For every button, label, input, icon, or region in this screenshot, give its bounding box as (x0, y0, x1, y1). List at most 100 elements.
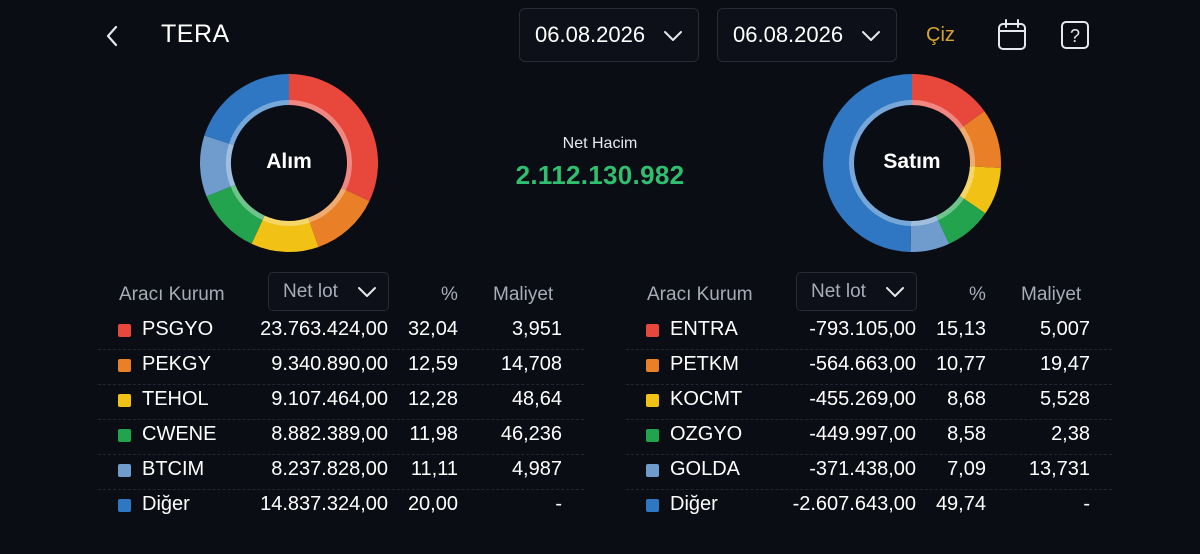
percent: 10,77 (935, 353, 986, 375)
legend-swatch (118, 499, 131, 512)
net-lot: 9.340.890,00 (271, 353, 388, 375)
sell-table-row[interactable]: ENTRA -793.105,00 15,13 5,007 (626, 314, 1112, 350)
percent: 20,00 (407, 493, 458, 515)
donut-slice-diğer (822, 74, 912, 252)
chevron-left-icon (106, 25, 118, 47)
percent: 7,09 (947, 458, 986, 480)
sell-netlot-select[interactable]: Net lot (796, 272, 917, 311)
sell-table-row[interactable]: PETKM -564.663,00 10,77 19,47 (626, 349, 1112, 385)
back-button[interactable] (100, 22, 124, 50)
cost: 14,708 (500, 353, 562, 375)
buy-netlot-label: Net lot (283, 280, 338, 302)
buy-table-row[interactable]: CWENE 8.882.389,00 11,98 46,236 (98, 419, 584, 455)
net-lot: -2.607.643,00 (792, 493, 916, 515)
legend-swatch (646, 394, 659, 407)
buy-table-row[interactable]: PEKGY 9.340.890,00 12,59 14,708 (98, 349, 584, 385)
sell-table-row[interactable]: Diğer -2.607.643,00 49,74 - (626, 489, 1112, 524)
buy-table-row[interactable]: Diğer 14.837.324,00 20,00 - (98, 489, 584, 524)
broker-name: PETKM (670, 353, 739, 375)
donut-slice-pekgy (308, 187, 370, 247)
net-lot: 8.237.828,00 (271, 458, 388, 480)
percent: 12,28 (407, 388, 458, 410)
buy-netlot-select[interactable]: Net lot (268, 272, 389, 311)
broker-name: PEKGY (142, 353, 211, 375)
chevron-down-icon (664, 31, 682, 41)
percent: 8,58 (947, 423, 986, 445)
donut-hole (232, 106, 346, 220)
date-from-value: 06.08.2026 (535, 22, 646, 47)
legend-swatch (118, 324, 131, 337)
calendar-icon (998, 19, 1026, 50)
net-lot: -455.269,00 (809, 388, 916, 410)
legend-swatch (118, 464, 131, 477)
cost: - (555, 493, 562, 515)
donut-slice-highlight (262, 215, 310, 226)
donut-slice-psgyo (289, 74, 378, 202)
net-lot: -371.438,00 (809, 458, 916, 480)
broker-name: TEHOL (142, 388, 209, 410)
date-to-select[interactable]: 06.08.2026 (717, 8, 897, 62)
help-button[interactable]: ? (1060, 19, 1090, 51)
legend-swatch (118, 394, 131, 407)
broker-name: GOLDA (670, 458, 741, 480)
date-to-value: 06.08.2026 (733, 22, 844, 47)
percent: 8,68 (947, 388, 986, 410)
donut-slice-highlight (230, 184, 265, 221)
sell-donut-chart (822, 74, 1001, 252)
buy-col-cost: Maliyet (493, 284, 554, 305)
percent: 11,98 (409, 423, 458, 445)
percent: 15,13 (935, 318, 986, 340)
percent: 12,59 (407, 353, 458, 375)
donut-slice-highlight (959, 126, 975, 167)
legend-swatch (646, 464, 659, 477)
sell-col-broker: Aracı Kurum (647, 284, 753, 305)
sell-col-cost: Maliyet (1021, 284, 1082, 305)
buy-donut-label: Alım (266, 150, 312, 173)
donut-slice-golda (910, 215, 950, 252)
legend-swatch (646, 499, 659, 512)
broker-name: OZGYO (670, 423, 743, 445)
donut-slice-highlight (959, 166, 975, 199)
net-lot: -449.997,00 (809, 423, 916, 445)
draw-button[interactable]: Çiz (926, 24, 955, 46)
cost: 48,64 (511, 388, 562, 410)
cost: - (1083, 493, 1090, 515)
donut-slice-entra (912, 74, 985, 130)
sell-netlot-label: Net lot (811, 280, 866, 302)
buy-col-broker: Aracı Kurum (119, 284, 225, 305)
donut-slice-highlight (308, 187, 346, 223)
help-icon: ? (1061, 21, 1089, 49)
cost: 4,987 (511, 458, 562, 480)
legend-swatch (118, 429, 131, 442)
net-lot: 14.837.324,00 (260, 493, 388, 515)
buy-table-row[interactable]: TEHOL 9.107.464,00 12,28 48,64 (98, 384, 584, 420)
date-from-select[interactable]: 06.08.2026 (519, 8, 699, 62)
net-lot: 9.107.464,00 (271, 388, 388, 410)
donut-slice-cwene (206, 184, 265, 244)
buy-table-row[interactable]: BTCIM 8.237.828,00 11,11 4,987 (98, 454, 584, 490)
buy-col-pct: % (441, 284, 458, 305)
percent: 32,04 (407, 318, 458, 340)
cost: 5,528 (1039, 388, 1090, 410)
sell-table-row[interactable]: OZGYO -449.997,00 8,58 2,38 (626, 419, 1112, 455)
buy-table-row[interactable]: PSGYO 23.763.424,00 32,04 3,951 (98, 314, 584, 350)
percent: 49,74 (935, 493, 986, 515)
sell-table-row[interactable]: KOCMT -455.269,00 8,68 5,528 (626, 384, 1112, 420)
broker-name: PSGYO (142, 318, 214, 340)
donut-slice-tehol (251, 215, 319, 252)
donut-slice-kocmt (959, 166, 1001, 214)
donut-hole (855, 106, 969, 220)
net-lot: -793.105,00 (809, 318, 916, 340)
donut-slice-diğer (204, 74, 289, 146)
broker-name: CWENE (142, 423, 217, 445)
broker-name: ENTRA (670, 318, 738, 340)
net-lot: -564.663,00 (809, 353, 916, 375)
donut-slice-ozgyo (936, 195, 986, 244)
calendar-button[interactable] (997, 19, 1027, 51)
donut-slice-highlight (910, 215, 939, 226)
net-lot: 23.763.424,00 (260, 318, 388, 340)
cost: 2,38 (1051, 423, 1090, 445)
sell-table-row[interactable]: GOLDA -371.438,00 7,09 13,731 (626, 454, 1112, 490)
legend-swatch (646, 324, 659, 337)
cost: 46,236 (500, 423, 562, 445)
